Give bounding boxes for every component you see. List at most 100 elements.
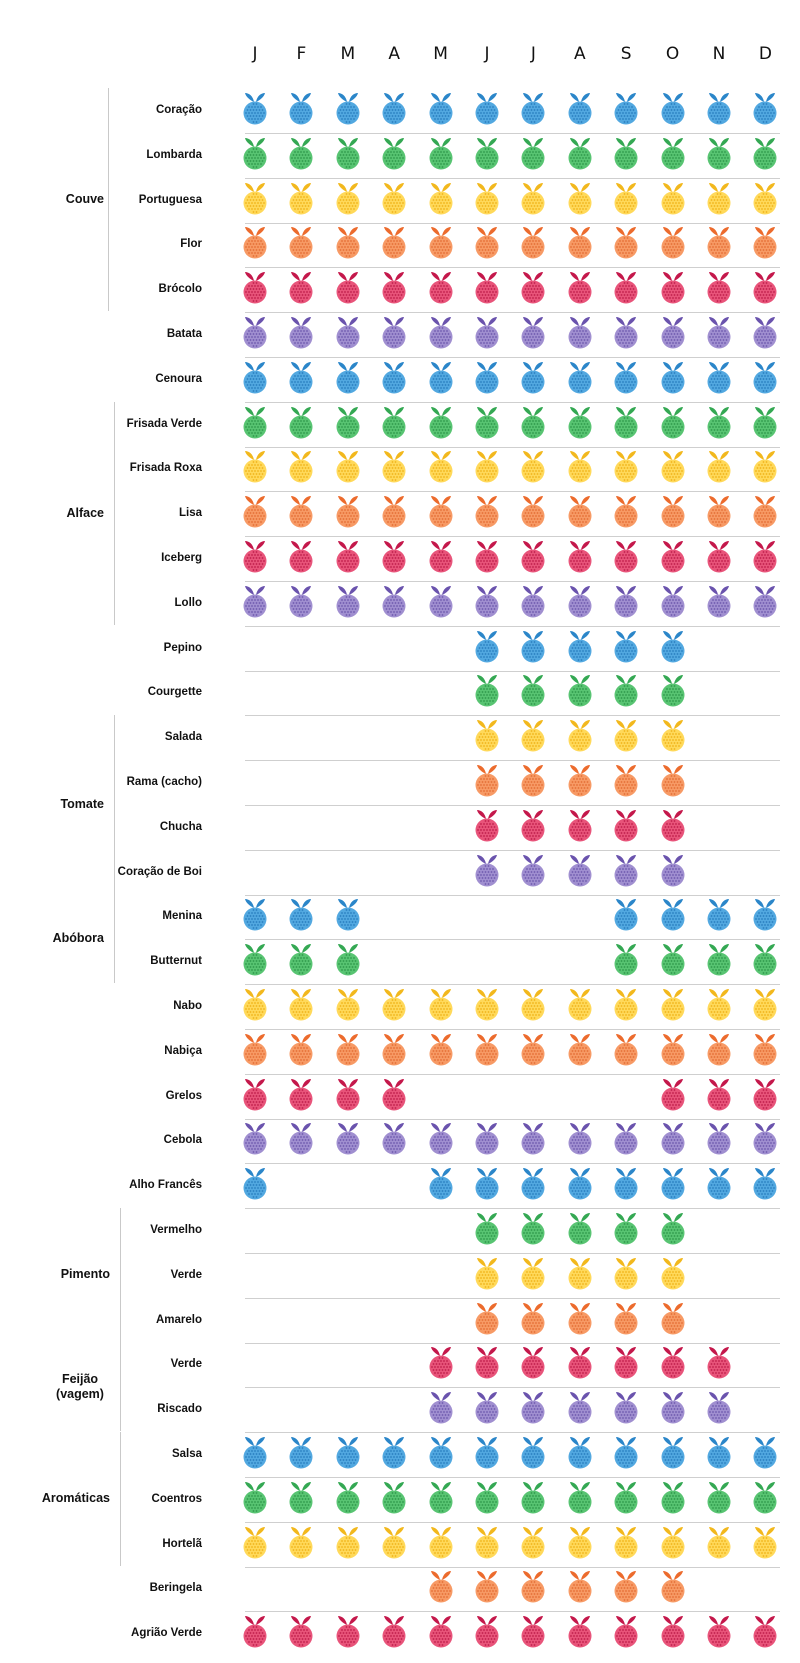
produce-fruit-icon (382, 451, 406, 483)
produce-fruit-icon (614, 541, 638, 573)
produce-fruit-icon (336, 541, 360, 573)
row-label: Amarelo (155, 1313, 202, 1326)
produce-fruit-icon (243, 317, 267, 349)
produce-fruit-icon (289, 182, 313, 215)
produce-fruit-icon (707, 944, 731, 976)
produce-fruit-icon (429, 93, 453, 125)
produce-fruit-icon (475, 451, 499, 483)
row-divider (245, 1073, 780, 1075)
produce-fruit-icon (614, 765, 638, 797)
group-bracket (114, 894, 115, 984)
produce-fruit-icon (243, 1123, 267, 1155)
month-header-5: M (433, 44, 448, 64)
produce-fruit-icon (707, 317, 731, 349)
produce-fruit-icon (521, 765, 545, 797)
group-bracket (120, 1432, 121, 1566)
produce-fruit-icon (475, 1033, 499, 1066)
produce-fruit-icon (661, 1078, 685, 1111)
produce-fruit-icon (475, 1526, 499, 1559)
produce-fruit-icon (521, 1571, 545, 1603)
row-divider (245, 939, 780, 941)
produce-fruit-icon (243, 227, 267, 259)
produce-fruit-icon (614, 182, 638, 215)
produce-fruit-icon (568, 1033, 592, 1066)
row-label: Nabiça (164, 1044, 202, 1057)
produce-fruit-icon (382, 1526, 406, 1559)
produce-fruit-icon (661, 272, 685, 304)
produce-fruit-icon (382, 1437, 406, 1469)
produce-fruit-icon (336, 1078, 360, 1111)
row-divider (245, 625, 780, 627)
produce-fruit-icon (475, 1302, 499, 1335)
produce-fruit-icon (429, 1347, 453, 1379)
produce-fruit-icon (614, 406, 638, 439)
produce-fruit-icon (521, 989, 545, 1021)
produce-fruit-icon (521, 182, 545, 215)
produce-fruit-icon (243, 585, 267, 618)
group-bracket (120, 1342, 121, 1432)
produce-fruit-icon (475, 989, 499, 1021)
produce-fruit-icon (707, 1392, 731, 1424)
produce-fruit-icon (289, 361, 313, 394)
produce-fruit-icon (707, 585, 731, 618)
produce-fruit-icon (707, 989, 731, 1021)
row-label: Portuguesa (138, 193, 202, 206)
row-divider (245, 1297, 780, 1299)
row-label: Coração (155, 104, 202, 116)
produce-fruit-icon (568, 1168, 592, 1200)
group-bracket (120, 1208, 121, 1342)
produce-fruit-icon (336, 93, 360, 125)
row-divider (245, 267, 780, 269)
produce-fruit-icon (521, 317, 545, 349)
produce-fruit-icon (707, 1078, 731, 1111)
produce-fruit-icon (521, 1437, 545, 1469)
produce-fruit-icon (243, 1616, 267, 1648)
produce-fruit-icon (243, 1526, 267, 1559)
produce-fruit-icon (521, 1123, 545, 1155)
produce-fruit-icon (614, 944, 638, 976)
produce-fruit-icon (614, 809, 638, 842)
produce-fruit-icon (707, 496, 731, 528)
produce-fruit-icon (568, 1213, 592, 1245)
produce-fruit-icon (475, 765, 499, 797)
produce-fruit-icon (521, 1526, 545, 1559)
produce-fruit-icon (521, 361, 545, 394)
produce-fruit-icon (707, 1168, 731, 1200)
produce-fruit-icon (289, 899, 313, 931)
produce-fruit-icon (336, 272, 360, 304)
produce-fruit-icon (753, 1123, 777, 1155)
produce-fruit-icon (568, 1526, 592, 1559)
row-divider (245, 1208, 780, 1210)
produce-fruit-icon (475, 1481, 499, 1514)
produce-fruit-icon (661, 854, 685, 887)
produce-fruit-icon (753, 944, 777, 976)
row-label: Nabo (173, 1000, 202, 1012)
row-divider (245, 670, 780, 672)
produce-fruit-icon (243, 182, 267, 215)
row-divider (245, 1163, 780, 1165)
produce-fruit-icon (521, 630, 545, 663)
produce-fruit-icon (707, 1481, 731, 1514)
row-label: Verde (170, 1268, 202, 1281)
row-divider (245, 177, 780, 179)
produce-fruit-icon (707, 541, 731, 573)
produce-fruit-icon (707, 1347, 731, 1379)
produce-fruit-icon (336, 1437, 360, 1469)
produce-fruit-icon (521, 227, 545, 259)
produce-fruit-icon (661, 406, 685, 439)
produce-fruit-icon (614, 1437, 638, 1469)
produce-fruit-icon (475, 1123, 499, 1155)
row-divider (245, 446, 780, 448)
produce-fruit-icon (382, 272, 406, 304)
produce-fruit-icon (243, 496, 267, 528)
produce-fruit-icon (243, 1437, 267, 1469)
row-divider (245, 536, 780, 538)
row-label: Cenoura (155, 372, 202, 385)
group-bracket (114, 401, 115, 625)
row-label: Flor (180, 238, 202, 251)
produce-fruit-icon (336, 585, 360, 618)
group-label: Pimento (60, 1267, 110, 1282)
month-header-11: N (712, 44, 726, 64)
produce-fruit-icon (707, 93, 731, 125)
produce-fruit-icon (429, 1526, 453, 1559)
